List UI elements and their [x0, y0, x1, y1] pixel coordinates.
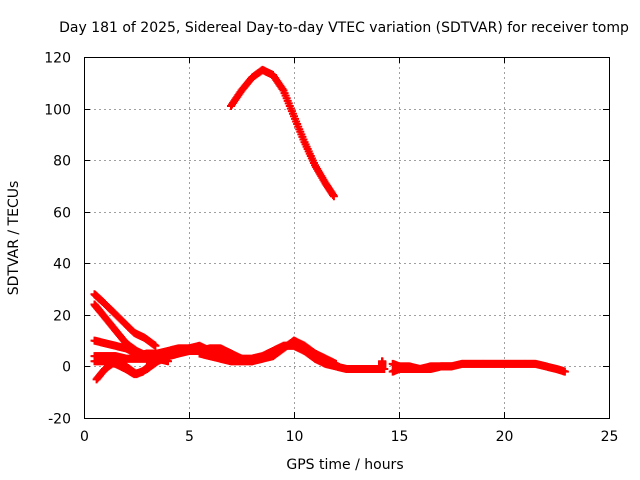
axis-ticks: 0 5 10 15 20 25 -20 0 20 40 60 80 100 120	[44, 51, 618, 446]
x-axis-label: GPS time / hours	[286, 457, 403, 473]
series-spike	[378, 357, 387, 374]
data-point	[560, 367, 569, 376]
y-tick-label: 40	[53, 257, 71, 273]
chart-title: Day 181 of 2025, Sidereal Day-to-day VTE…	[59, 20, 629, 36]
y-tick-label: 60	[53, 206, 71, 222]
x-tick-label: 15	[391, 429, 409, 445]
y-tick-label: 0	[62, 360, 71, 376]
data-point	[248, 357, 256, 366]
x-tick-label: 0	[80, 429, 89, 445]
series-tail-b	[388, 359, 456, 374]
data-points	[90, 65, 569, 384]
y-tick-label: 20	[53, 309, 71, 325]
series-decay-top	[90, 290, 160, 350]
x-tick-label: 5	[185, 429, 194, 445]
data-point	[329, 192, 338, 201]
x-tick-label: 25	[601, 429, 619, 445]
data-point	[447, 362, 456, 371]
y-axis-label: SDTVAR / TECUs	[6, 181, 22, 296]
data-point	[278, 84, 287, 93]
y-tick-label: -20	[48, 412, 71, 428]
data-point	[378, 357, 387, 366]
plot-frame	[84, 57, 610, 419]
data-point	[151, 341, 160, 350]
y-tick-label: 80	[53, 154, 71, 170]
data-point	[332, 359, 340, 368]
series-high-arc	[227, 65, 338, 201]
x-tick-label: 20	[496, 429, 514, 445]
x-tick-label: 10	[286, 429, 304, 445]
y-tick-label: 120	[44, 51, 71, 67]
y-tick-label: 100	[44, 103, 71, 119]
series-band-3	[195, 349, 256, 366]
